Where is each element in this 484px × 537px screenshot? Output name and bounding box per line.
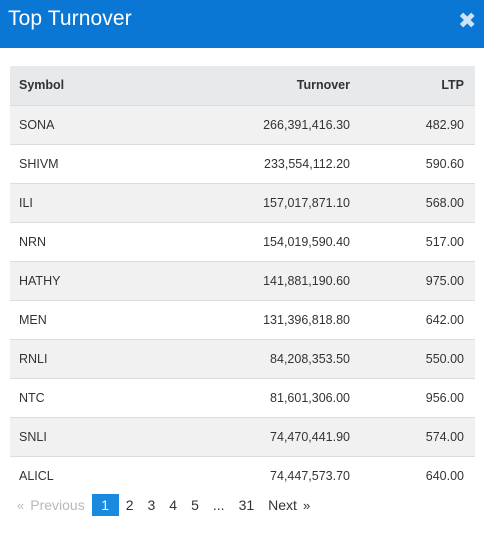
cell-ltp: 975.00 (425, 273, 464, 288)
page-button-2[interactable]: 2 (125, 497, 134, 513)
cell-symbol: MEN (19, 312, 47, 327)
cell-symbol: RNLI (19, 351, 48, 366)
cell-ltp: 550.00 (425, 351, 464, 366)
table-row[interactable]: SNLI 74,470,441.90 574.00 (10, 417, 475, 456)
modal-title: Top Turnover (8, 7, 132, 30)
turnover-table-container: Symbol Turnover LTP SONA 266,391,416.30 48… (10, 66, 475, 495)
cell-symbol: ALICL (19, 468, 54, 483)
cell-turnover: 233,554,112.20 (264, 156, 350, 171)
cell-ltp: 568.00 (425, 195, 464, 210)
page-numbers: 1 2 3 4 5... 31 (91, 494, 261, 516)
column-header-symbol[interactable]: Symbol (19, 78, 65, 93)
cell-turnover: 84,208,353.50 (270, 351, 350, 366)
cell-turnover: 141,881,190.60 (263, 273, 350, 288)
previous-page-button[interactable]: « Previous (10, 494, 92, 516)
next-page-button[interactable]: Next » (261, 494, 317, 516)
cell-ltp: 956.00 (425, 390, 464, 405)
next-label: Next (268, 497, 297, 513)
page-button-1[interactable]: 1 (91, 494, 119, 516)
cell-symbol: SONA (19, 117, 55, 132)
table-row[interactable]: SHIVM 233,554,112.20 590.60 (10, 144, 475, 183)
table-header-row: Symbol Turnover LTP (10, 66, 475, 105)
page-button-4[interactable]: 4 (169, 497, 178, 513)
previous-label: Previous (30, 497, 85, 513)
cell-symbol: ILI (19, 195, 33, 210)
column-header-ltp[interactable]: LTP (441, 78, 464, 93)
cell-ltp: 640.00 (425, 468, 464, 483)
cell-symbol: SHIVM (19, 156, 59, 171)
page-button-3[interactable]: 3 (147, 497, 156, 513)
cell-ltp: 482.90 (425, 117, 464, 132)
cell-turnover: 74,470,441.90 (270, 429, 350, 444)
cell-turnover: 81,601,306.00 (270, 390, 350, 405)
next-arrow-icon: » (302, 497, 311, 513)
table-row[interactable]: NTC 81,601,306.00 956.00 (10, 378, 475, 417)
cell-ltp: 517.00 (425, 234, 464, 249)
previous-arrow-icon: « (17, 497, 25, 513)
cell-turnover: 266,391,416.30 (263, 117, 350, 132)
cell-ltp: 642.00 (425, 312, 464, 327)
cell-symbol: NRN (19, 234, 47, 249)
table-row[interactable]: ILI 157,017,871.10 568.00 (10, 183, 475, 222)
cell-symbol: SNLI (19, 429, 47, 444)
cell-symbol: NTC (19, 390, 45, 405)
table-row[interactable]: NRN 154,019,590.40 517.00 (10, 222, 475, 261)
turnover-table: Symbol Turnover LTP SONA 266,391,416.30 48… (10, 66, 475, 495)
cell-ltp: 574.00 (425, 429, 464, 444)
cell-turnover: 74,447,573.70 (270, 468, 350, 483)
table-row[interactable]: MEN 131,396,818.80 642.00 (10, 300, 475, 339)
cell-ltp: 590.60 (425, 156, 464, 171)
page-button-5[interactable]: 5 (191, 497, 199, 513)
column-header-turnover[interactable]: Turnover (296, 78, 350, 93)
close-icon[interactable]: ✖ (458, 8, 477, 33)
page-ellipsis: ... (212, 497, 225, 513)
cell-symbol: HATHY (19, 273, 61, 288)
table-body: SONA 266,391,416.30 482.90 SHIVM 233,554,112… (10, 105, 475, 495)
cell-turnover: 131,396,818.80 (263, 312, 350, 327)
cell-turnover: 154,019,590.40 (263, 234, 350, 249)
pagination: « Previous 1 2 3 4 5... 31 Next » (10, 494, 317, 516)
table-row[interactable]: SONA 266,391,416.30 482.90 (10, 105, 475, 144)
modal-header: Top Turnover ✖ (0, 0, 484, 48)
cell-turnover: 157,017,871.10 (263, 195, 350, 210)
table-header: Symbol Turnover LTP (10, 66, 475, 105)
table-row[interactable]: RNLI 84,208,353.50 550.00 (10, 339, 475, 378)
table-row[interactable]: HATHY 141,881,190.60 975.00 (10, 261, 475, 300)
page-button-31[interactable]: 31 (238, 497, 255, 513)
table-row[interactable]: ALICL 74,447,573.70 640.00 (10, 456, 475, 495)
